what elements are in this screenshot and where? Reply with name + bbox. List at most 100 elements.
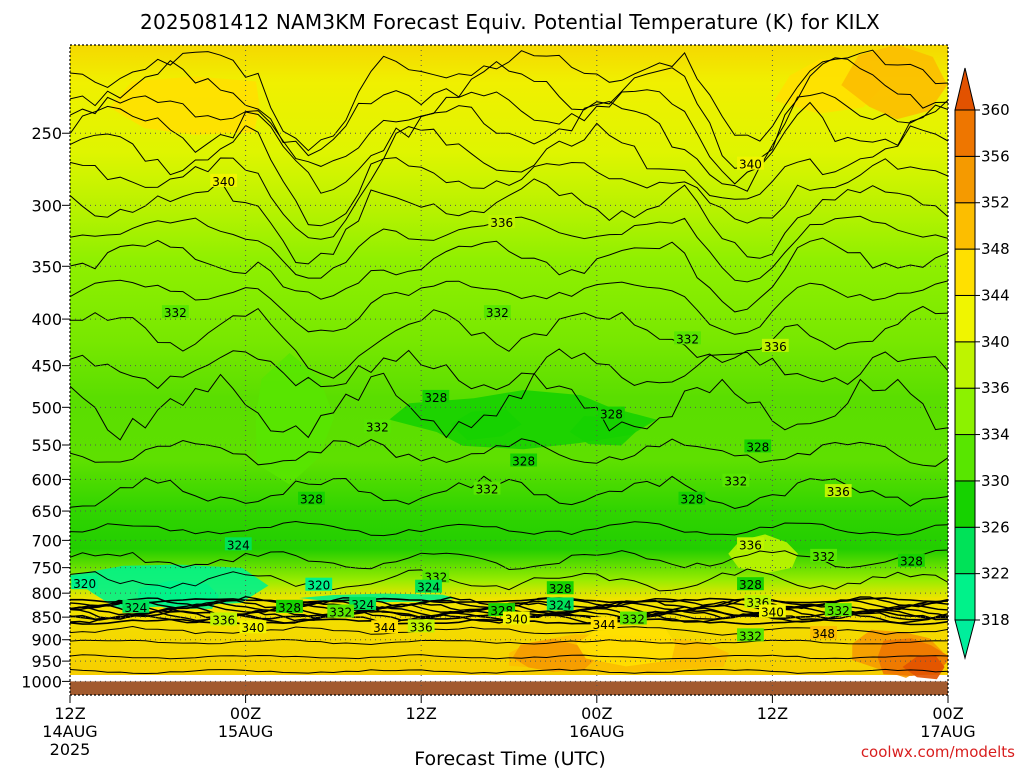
contour-label: 324 bbox=[124, 601, 147, 615]
contour-label-bg bbox=[71, 576, 99, 590]
contour-label: 336 bbox=[490, 216, 513, 230]
contour-label: 336 bbox=[739, 538, 762, 552]
colorbar-bin bbox=[954, 155, 976, 204]
contour-label: 328 bbox=[600, 408, 623, 422]
contour-line bbox=[70, 122, 948, 227]
y-tick-label: 250 bbox=[31, 124, 62, 143]
y-tick-label: 700 bbox=[31, 531, 62, 550]
contour-label: 324 bbox=[417, 581, 440, 595]
contour-label: 328 bbox=[278, 601, 301, 615]
y-tick-label: 1000 bbox=[21, 672, 62, 691]
contour-label: 340 bbox=[505, 613, 528, 627]
contour-label-bg bbox=[349, 596, 377, 610]
contour-label: 336 bbox=[212, 613, 235, 627]
contour-label-bg bbox=[210, 173, 238, 187]
contour-line bbox=[70, 89, 948, 185]
contour-label-bg bbox=[407, 619, 435, 633]
y-tick-label: 500 bbox=[31, 398, 62, 417]
contour-label-bg bbox=[415, 579, 442, 593]
x-tick-label: 00Z bbox=[581, 704, 612, 723]
colorbar-bin bbox=[954, 387, 976, 436]
contour-label-bg bbox=[546, 581, 574, 595]
contour-label-bg bbox=[488, 215, 516, 229]
credit-text: coolwx.com/modelts bbox=[861, 743, 1015, 761]
contour-label-bg bbox=[737, 537, 764, 551]
y-tick-label: 900 bbox=[31, 631, 62, 650]
contour-label-bg bbox=[483, 305, 511, 319]
contour-label: 332 bbox=[164, 306, 187, 320]
y-tick-label: 800 bbox=[31, 584, 62, 603]
contour-label-bg bbox=[546, 597, 574, 611]
contour-label-bg bbox=[761, 338, 789, 352]
colorbar-over-triangle bbox=[954, 67, 976, 111]
contour-label-bg bbox=[371, 620, 399, 634]
contour-line bbox=[70, 49, 948, 152]
contour-label-bg bbox=[224, 537, 252, 551]
contour-label-bg bbox=[737, 628, 764, 642]
contour-label-bg bbox=[744, 439, 772, 453]
contour-label-bg bbox=[510, 453, 538, 467]
contour-line bbox=[70, 654, 948, 660]
contour-label: 324 bbox=[227, 538, 250, 552]
contour-line bbox=[70, 438, 948, 467]
contour-line bbox=[70, 57, 948, 169]
field-patch bbox=[255, 353, 334, 485]
contour-label-bg bbox=[722, 473, 750, 487]
x-tick-label: 15AUG bbox=[218, 722, 273, 741]
y-tick-label: 400 bbox=[31, 310, 62, 329]
field-patch bbox=[841, 45, 948, 120]
contour-label: 336 bbox=[827, 485, 850, 499]
contour-label: 332 bbox=[622, 613, 645, 627]
colorbar-bin bbox=[954, 294, 976, 343]
ground-surface bbox=[70, 681, 948, 695]
contour-label-bg bbox=[737, 156, 764, 170]
contour-label: 336 bbox=[764, 340, 787, 354]
contour-label: 344 bbox=[373, 621, 396, 635]
y-axis: 250 300 350 400 450 500 550 600 650 700 750 800 850 9… bbox=[21, 124, 70, 691]
contour-label-bg bbox=[422, 389, 450, 403]
colorbar-label: 318 bbox=[981, 611, 1010, 629]
colorbar-bin bbox=[954, 434, 976, 482]
colorbar-label: 348 bbox=[981, 240, 1010, 258]
contour-label: 332 bbox=[812, 550, 835, 564]
contour-label-bg bbox=[674, 331, 701, 345]
y-tick-label: 450 bbox=[31, 357, 62, 376]
colorbar-label: 334 bbox=[981, 426, 1010, 444]
colorbar-bin bbox=[954, 248, 976, 296]
contour-line bbox=[70, 568, 948, 592]
contour-label-bg bbox=[737, 577, 764, 591]
contour-line bbox=[70, 668, 948, 675]
contour-label: 332 bbox=[486, 306, 509, 320]
colorbar-bin bbox=[954, 526, 976, 575]
colorbar-label: 336 bbox=[981, 379, 1010, 397]
contour-line bbox=[70, 100, 948, 194]
contour-label-bg bbox=[305, 577, 333, 591]
contour-label-bg bbox=[678, 491, 706, 505]
contour-label: 332 bbox=[739, 629, 762, 643]
colorbar-label: 330 bbox=[981, 472, 1010, 490]
colorbar-bin bbox=[954, 202, 976, 250]
x-tick-label: 16AUG bbox=[569, 722, 624, 741]
contour-line bbox=[70, 475, 948, 510]
contour-label: 328 bbox=[424, 391, 447, 405]
colorbar-bin bbox=[954, 573, 976, 621]
colorbar-label: 352 bbox=[981, 194, 1010, 212]
contour-line bbox=[70, 597, 948, 604]
contour-line bbox=[70, 348, 948, 391]
contour-label: 328 bbox=[746, 440, 769, 454]
contour-label-bg bbox=[298, 491, 325, 505]
contour-label: 332 bbox=[724, 475, 747, 489]
field-patch bbox=[512, 638, 597, 672]
contour-label: 324 bbox=[549, 598, 572, 612]
field-patches bbox=[70, 45, 948, 680]
contour-label-bg bbox=[210, 612, 238, 626]
chart-title: 2025081412 NAM3KM Forecast Equiv. Potent… bbox=[140, 10, 880, 34]
x-tick-label: 12Z bbox=[757, 704, 788, 723]
x-tick-label: 17AUG bbox=[920, 722, 975, 741]
y-tick-label: 350 bbox=[31, 257, 62, 276]
contour-label: 332 bbox=[676, 332, 699, 346]
contour-label-bg bbox=[824, 603, 852, 617]
